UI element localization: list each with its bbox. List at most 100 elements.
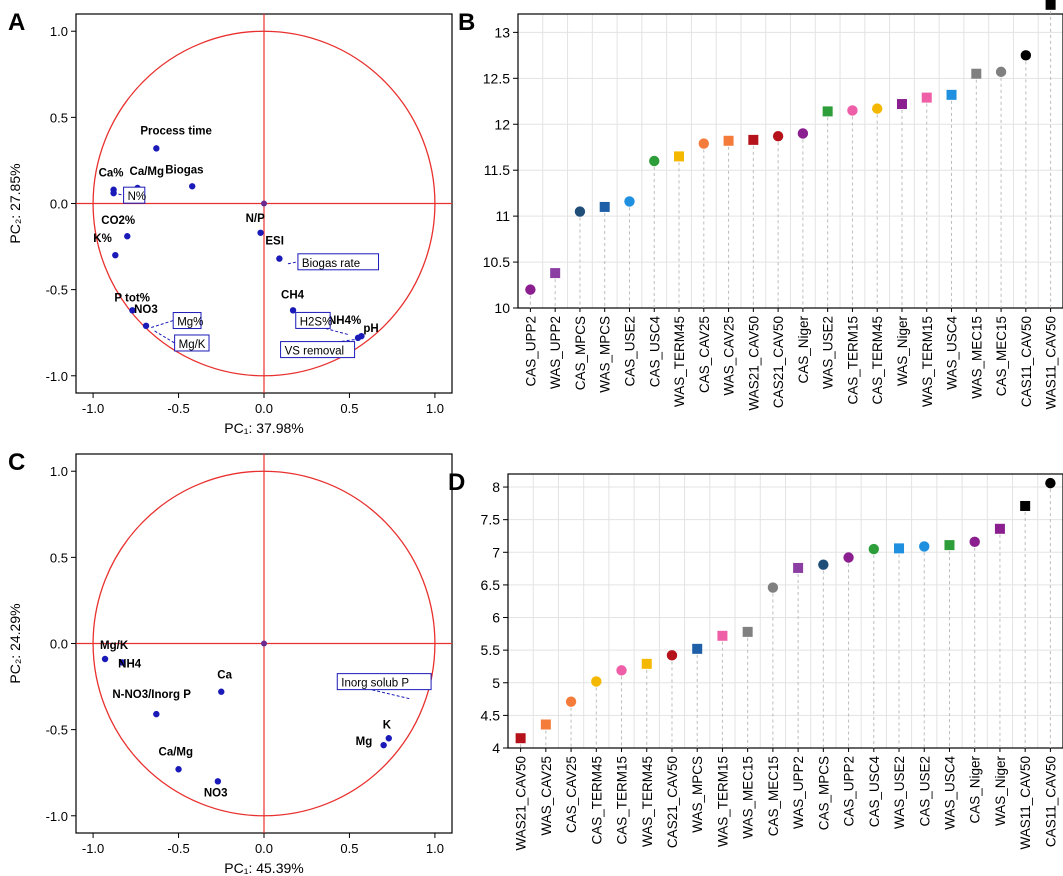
y-axis-label: PC₂: 24.29% bbox=[7, 603, 23, 683]
marker-was-usc4 bbox=[944, 540, 955, 551]
y-tick-label: 6 bbox=[492, 610, 500, 626]
category-label-was-use2: WAS_USE2 bbox=[892, 756, 907, 829]
marker-cas11-cav50 bbox=[1045, 477, 1056, 489]
category-label-cas11-cav50: CAS11_CAV50 bbox=[1019, 316, 1034, 407]
marker-cas-term45 bbox=[872, 103, 883, 114]
y-tick-label: 0.5 bbox=[50, 110, 68, 125]
category-label-cas-cav25: CAS_CAV25 bbox=[564, 756, 579, 833]
category-label-was21-cav50: WAS21_CAV50 bbox=[746, 316, 761, 411]
category-label-cas-niger: CAS_Niger bbox=[796, 316, 811, 384]
point-label-nh4: NH4% bbox=[328, 315, 361, 327]
category-label-cas-mpcs: CAS_MPCS bbox=[816, 756, 831, 830]
y-tick-label: 0.5 bbox=[50, 550, 68, 565]
x-axis-label: PC₁: 45.39% bbox=[224, 860, 303, 876]
marker-was-cav25 bbox=[540, 719, 551, 730]
marker-was-mec15 bbox=[742, 626, 753, 637]
category-label-cas-usc4: CAS_USC4 bbox=[647, 316, 662, 388]
y-tick-label: 5 bbox=[492, 675, 500, 691]
data-point-k bbox=[112, 251, 119, 259]
marker-was-term45 bbox=[641, 658, 652, 669]
marker-cas-cav25 bbox=[698, 138, 709, 149]
marker-cas11-cav50 bbox=[1020, 50, 1032, 61]
point-label-k: K% bbox=[93, 233, 112, 245]
unit-circle bbox=[92, 30, 436, 377]
marker-was-niger bbox=[896, 99, 907, 110]
marker-cas-use2 bbox=[624, 196, 635, 207]
category-label-was-usc4: WAS_USC4 bbox=[942, 756, 957, 830]
marker-cas21-cav50 bbox=[772, 130, 784, 142]
y-tick-label: 6.5 bbox=[481, 577, 501, 593]
label-leader bbox=[113, 192, 124, 196]
marker-cas21-cav50 bbox=[666, 650, 678, 661]
label-box bbox=[172, 312, 202, 330]
category-label-was-use2: WAS_USE2 bbox=[821, 316, 836, 389]
label-box bbox=[297, 253, 380, 271]
marker-was-upp2 bbox=[793, 562, 804, 573]
category-label-was-niger: WAS_Niger bbox=[895, 316, 910, 387]
point-label-biogas: Biogas bbox=[165, 164, 203, 176]
category-label-was11-cav50: WAS11_CAV50 bbox=[1018, 756, 1033, 850]
marker-cas-mec15 bbox=[767, 582, 779, 593]
category-label-was-mpcs: WAS_MPCS bbox=[598, 316, 613, 393]
marker-cas-usc4 bbox=[868, 543, 879, 555]
x-axis-label: PC₁: 37.98% bbox=[224, 420, 303, 436]
category-label-cas-use2: CAS_USE2 bbox=[622, 316, 637, 387]
category-label-cas-term45: CAS_TERM45 bbox=[870, 316, 885, 405]
y-tick-label: 5.5 bbox=[481, 642, 501, 658]
category-label-cas-niger: CAS_Niger bbox=[968, 756, 983, 824]
marker-was21-cav50 bbox=[515, 733, 526, 744]
category-label-cas-upp2: CAS_UPP2 bbox=[523, 316, 538, 387]
point-label-mg-k: Mg/K bbox=[100, 640, 129, 652]
y-tick-label: -0.5 bbox=[46, 723, 68, 738]
marker-cas-term45 bbox=[591, 676, 602, 687]
x-tick-label: -1.0 bbox=[82, 841, 104, 856]
y-tick-label: 12.5 bbox=[483, 70, 510, 86]
data-point-mg-k bbox=[101, 655, 109, 663]
data-point-co2 bbox=[124, 233, 131, 240]
data-point-biogas bbox=[189, 183, 196, 190]
category-label-cas-term15: CAS_TERM15 bbox=[845, 316, 860, 405]
point-label-vs-removal: VS removal bbox=[285, 346, 344, 358]
point-label-ca: Ca% bbox=[99, 168, 124, 180]
origin-marker bbox=[261, 640, 267, 647]
y-tick-label: 1.0 bbox=[50, 464, 68, 479]
marker-was-mpcs bbox=[599, 201, 610, 212]
marker-was-use2 bbox=[822, 106, 833, 117]
label-box bbox=[123, 186, 146, 204]
data-point-no3 bbox=[214, 778, 222, 785]
category-label-cas21-cav50: CAS21_CAV50 bbox=[665, 756, 680, 848]
marker-cas-mpcs bbox=[818, 559, 829, 570]
marker-cas-cav25 bbox=[565, 696, 577, 707]
category-label-was11-cav50: WAS11_CAV50 bbox=[1044, 316, 1059, 410]
category-label-was-term45: WAS_TERM45 bbox=[672, 316, 687, 407]
label-leader bbox=[154, 330, 175, 344]
label-box bbox=[295, 311, 331, 329]
y-tick-label: 7 bbox=[492, 544, 500, 560]
plot-frame bbox=[507, 473, 1063, 749]
category-label-was-term15: WAS_TERM15 bbox=[920, 316, 935, 407]
unit-circle bbox=[92, 470, 436, 817]
category-label-cas-use2: CAS_USE2 bbox=[917, 756, 932, 827]
marker-cas-use2 bbox=[919, 541, 930, 552]
marker-cas-upp2 bbox=[843, 552, 854, 563]
point-label-mg: Mg bbox=[356, 736, 373, 748]
y-tick-label: 8 bbox=[492, 479, 500, 495]
point-label-biogas-rate: Biogas rate bbox=[302, 258, 360, 270]
x-tick-label: 0.0 bbox=[255, 401, 273, 416]
y-tick-label: 11.5 bbox=[484, 162, 510, 178]
category-label-cas-cav25: CAS_CAV25 bbox=[697, 316, 712, 393]
panel-d-ranked-dot-chart: D 4 4.5 5 5.5 6 6.5 7 7.5 8 WAS21_CAV50 WAS_CAV25 CA… bbox=[448, 469, 1063, 851]
category-label-was-cav25: WAS_CAV25 bbox=[539, 756, 554, 836]
label-box bbox=[336, 673, 432, 691]
data-point-ph bbox=[358, 332, 365, 340]
marker-was-term15 bbox=[921, 92, 932, 103]
y-tick-label: -1.0 bbox=[46, 369, 68, 384]
y-tick-label: 13 bbox=[494, 24, 510, 40]
marker-was-use2 bbox=[894, 543, 905, 554]
y-tick-label: 0.0 bbox=[50, 197, 68, 212]
marker-cas-niger bbox=[797, 128, 809, 139]
category-label-cas-mec15: CAS_MEC15 bbox=[766, 756, 781, 836]
x-tick-label: 0.5 bbox=[340, 401, 358, 416]
data-point-mg bbox=[380, 741, 387, 749]
point-label-n: N% bbox=[128, 191, 147, 203]
